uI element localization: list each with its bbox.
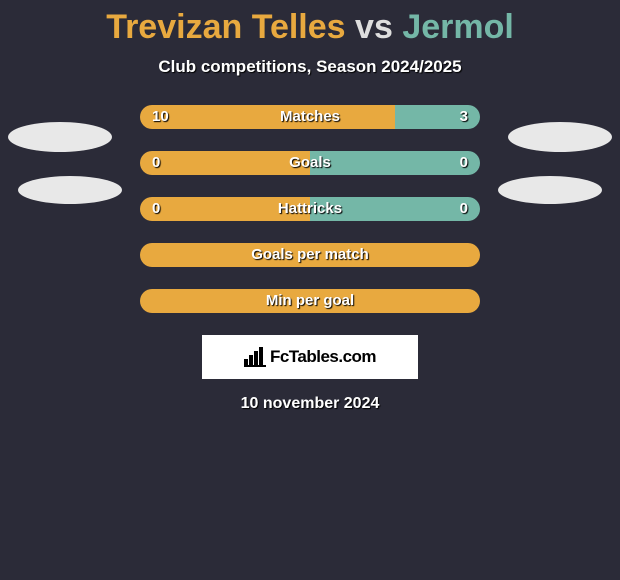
player2-photo-placeholder (508, 122, 612, 152)
stat-value-right: 3 (460, 105, 468, 129)
stat-value-right: 0 (460, 197, 468, 221)
stat-name: Goals (140, 151, 480, 175)
stat-name: Min per goal (140, 289, 480, 313)
player2-shadow-placeholder (498, 176, 602, 204)
stat-row-matches: 10 Matches 3 (140, 105, 480, 129)
fctables-badge-text: FcTables.com (270, 347, 376, 367)
stat-name: Goals per match (140, 243, 480, 267)
stat-name: Hattricks (140, 197, 480, 221)
stat-value-right: 0 (460, 151, 468, 175)
stat-name: Matches (140, 105, 480, 129)
date: 10 november 2024 (0, 395, 620, 413)
stat-row-min-per-goal: Min per goal (140, 289, 480, 313)
stat-row-goals-per-match: Goals per match (140, 243, 480, 267)
stat-row-hattricks: 0 Hattricks 0 (140, 197, 480, 221)
vs-text: vs (355, 8, 393, 46)
player1-photo-placeholder (8, 122, 112, 152)
player1-shadow-placeholder (18, 176, 122, 204)
subtitle: Club competitions, Season 2024/2025 (0, 57, 620, 77)
player2-name: Jermol (402, 8, 514, 46)
player1-name: Trevizan Telles (106, 8, 345, 46)
stats-bars: 10 Matches 3 0 Goals 0 0 Hattricks 0 Goa… (140, 105, 480, 313)
comparison-title: Trevizan Telles vs Jermol (0, 0, 620, 51)
stat-row-goals: 0 Goals 0 (140, 151, 480, 175)
fctables-badge: FcTables.com (202, 335, 418, 379)
bar-chart-icon (244, 347, 266, 367)
